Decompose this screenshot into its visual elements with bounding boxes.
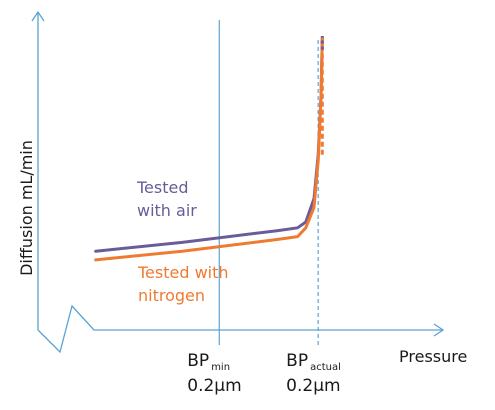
series-label-nitrogen-line-1: Tested with [137, 263, 229, 282]
axes [31, 10, 445, 354]
y-axis-arrow [31, 10, 45, 22]
marker-label-actual: BP actual [286, 351, 341, 373]
x-axis-arrow [433, 323, 445, 337]
marker-value-min: 0.2µm [187, 376, 241, 396]
marker-label-min: BP min [187, 351, 230, 373]
series-lines [94, 36, 324, 262]
series-label-air-line-1: Tested [136, 178, 189, 197]
text-labels: Tested with air Tested with nitrogen BP min 0.… [136, 178, 341, 396]
series-line-air [94, 36, 324, 253]
marker-value-actual: 0.2µm [286, 376, 340, 396]
y-axis-label: Diffusion mL/min [17, 140, 36, 276]
series-line-nitrogen [94, 36, 324, 262]
x-axis [37, 304, 443, 354]
marker-lines [218, 20, 319, 345]
series-label-nitrogen-line-2: nitrogen [138, 286, 205, 305]
series-label-air-line-2: with air [137, 201, 197, 220]
x-axis-label: Pressure [399, 347, 467, 366]
